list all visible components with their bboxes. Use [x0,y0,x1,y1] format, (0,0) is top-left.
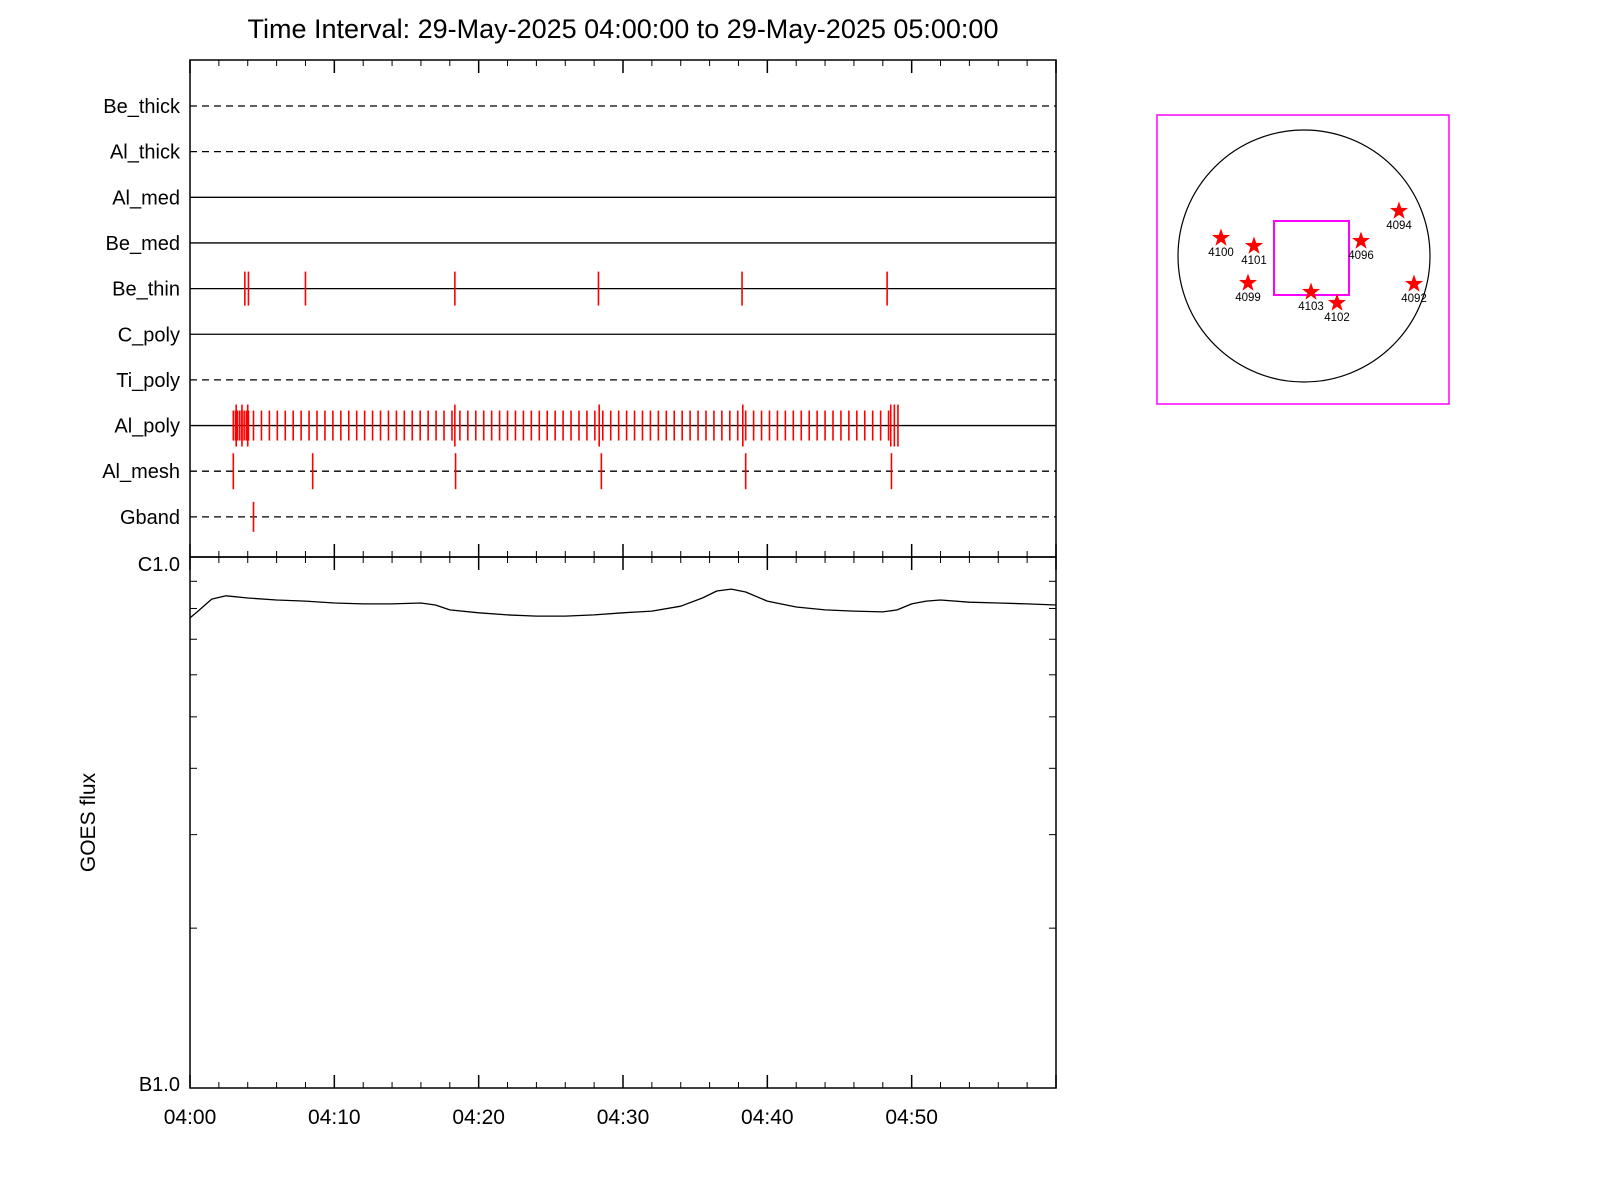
active-region-star [1327,293,1347,311]
filter-row-label: Ti_poly [116,370,180,392]
filter-row-label: C_poly [118,324,180,346]
filter-row-label: Gband [120,507,180,529]
filter-row-label: Be_thin [112,279,180,301]
active-region-label: 4100 [1208,247,1234,259]
active-region-label: 4099 [1235,292,1261,304]
inset-border [1156,114,1450,405]
filter-row-label: Be_thick [103,96,181,118]
active-region-star [1404,274,1424,292]
active-region-label: 4092 [1401,293,1427,305]
x-axis-label: 04:30 [597,1106,650,1129]
filter-panel-border [189,59,1057,558]
active-region-star [1351,231,1371,249]
active-region-star [1244,236,1264,254]
filter-row-label: Al_poly [114,416,180,438]
x-axis-label: 04:40 [741,1106,794,1129]
filter-row-label: Al_thick [110,142,181,164]
x-axis-label: 04:10 [308,1106,361,1129]
active-region-label: 4102 [1324,312,1350,324]
active-region-star [1238,273,1258,291]
solar-limb-circle [1177,129,1431,383]
x-axis-label: 04:20 [452,1106,505,1129]
x-axis-label: 04:00 [164,1106,217,1129]
goes-y-top-label: C1.0 [138,554,180,576]
filter-row-label: Al_med [112,187,180,209]
goes-y-axis-title: GOES flux [77,772,100,872]
goes-y-bottom-label: B1.0 [139,1074,180,1096]
filter-row-label: Al_mesh [102,461,180,483]
active-region-label: 4094 [1386,220,1412,232]
page-title: Time Interval: 29-May-2025 04:00:00 to 2… [247,14,999,44]
fov-box [1273,220,1350,296]
active-region-star [1389,201,1409,219]
goes-panel-border [189,556,1057,1089]
active-region-star [1301,282,1321,300]
active-region-label: 4096 [1348,250,1374,262]
active-region-label: 4101 [1241,255,1267,267]
active-region-label: 4103 [1298,301,1324,313]
x-axis-label: 04:50 [885,1106,938,1129]
active-region-star [1211,228,1231,246]
filter-row-label: Be_med [106,233,181,255]
goes-flux-line [189,588,1057,619]
